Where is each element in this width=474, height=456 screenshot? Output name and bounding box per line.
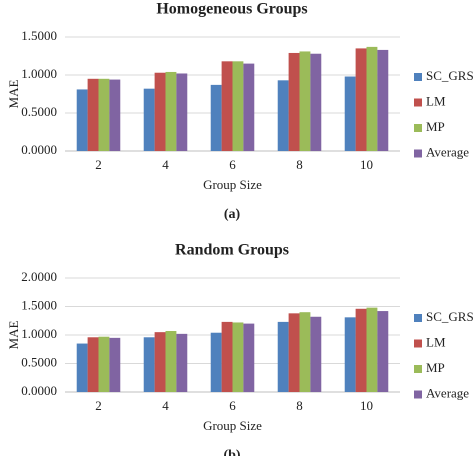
legend-swatch <box>414 73 422 81</box>
legend-swatch <box>414 149 422 158</box>
bar <box>243 323 255 392</box>
legend-swatch <box>414 314 422 322</box>
bar <box>377 311 389 392</box>
x-tick-label: 4 <box>162 398 169 413</box>
x-tick-label: 10 <box>360 398 373 413</box>
bar <box>143 88 155 151</box>
x-tick-label: 8 <box>296 398 303 413</box>
y-tick-label: 0.5000 <box>21 354 57 369</box>
y-tick-label: 1.5000 <box>21 28 57 43</box>
bar <box>154 332 166 392</box>
y-axis-label: MAE <box>6 79 21 108</box>
legend-label: LM <box>426 93 446 108</box>
bar <box>277 321 289 392</box>
bar <box>98 78 110 151</box>
bar <box>344 76 356 151</box>
y-tick-label: 1.0000 <box>21 326 57 341</box>
bar <box>143 337 155 392</box>
bar <box>76 89 88 151</box>
bar <box>310 316 322 392</box>
y-tick-label: 1.5000 <box>21 297 57 312</box>
legend-swatch <box>414 124 422 132</box>
caption: (a) <box>224 207 241 222</box>
bar <box>310 53 322 151</box>
y-tick-label: 0.0000 <box>21 383 57 398</box>
legend-label: Average <box>426 385 469 400</box>
legend-swatch <box>414 390 422 399</box>
legend-label: Average <box>426 144 469 159</box>
bar <box>109 79 121 151</box>
legend-swatch <box>414 98 422 107</box>
bar <box>221 321 233 392</box>
x-tick-label: 10 <box>360 157 373 172</box>
bar <box>87 337 99 392</box>
bar <box>288 313 300 392</box>
bar <box>232 61 244 151</box>
y-tick-label: 2.0000 <box>21 269 57 284</box>
bar <box>221 61 233 151</box>
bar <box>154 72 166 151</box>
bar <box>76 343 88 392</box>
caption: (b) <box>223 448 240 456</box>
legend-label: SC_GRS <box>426 309 474 324</box>
x-axis-label: Group Size <box>203 418 262 433</box>
chart-title: Homogeneous Groups <box>156 1 307 18</box>
bar <box>210 332 222 392</box>
bar <box>299 312 311 392</box>
bar <box>377 49 389 151</box>
bar <box>243 63 255 151</box>
bar <box>299 51 311 151</box>
bar <box>87 78 99 151</box>
bar <box>165 71 177 151</box>
x-tick-label: 8 <box>296 157 303 172</box>
x-tick-label: 6 <box>229 157 236 172</box>
x-tick-label: 2 <box>95 398 102 413</box>
bar <box>210 84 222 151</box>
bar <box>288 52 300 151</box>
legend-swatch <box>414 365 422 373</box>
bar <box>355 48 367 151</box>
bar <box>176 73 188 151</box>
legend-label: MP <box>426 119 445 134</box>
x-tick-label: 2 <box>95 157 102 172</box>
legend-label: SC_GRS <box>426 68 474 83</box>
legend-label: MP <box>426 360 445 375</box>
legend-swatch <box>414 339 422 348</box>
x-tick-label: 4 <box>162 157 169 172</box>
bar <box>98 336 110 392</box>
bar <box>165 331 177 392</box>
bar <box>366 46 378 151</box>
y-axis-label: MAE <box>6 320 21 349</box>
bar <box>344 317 356 392</box>
bar <box>355 308 367 392</box>
chart-title: Random Groups <box>175 242 289 259</box>
bar <box>366 307 378 392</box>
y-tick-label: 0.0000 <box>21 142 57 157</box>
x-tick-label: 6 <box>229 398 236 413</box>
bar <box>176 333 188 392</box>
x-axis-label: Group Size <box>203 177 262 192</box>
bar <box>109 337 121 392</box>
bar <box>277 80 289 151</box>
y-tick-label: 1.0000 <box>21 66 57 81</box>
y-tick-label: 0.5000 <box>21 104 57 119</box>
bar <box>232 322 244 392</box>
legend-label: LM <box>426 334 446 349</box>
